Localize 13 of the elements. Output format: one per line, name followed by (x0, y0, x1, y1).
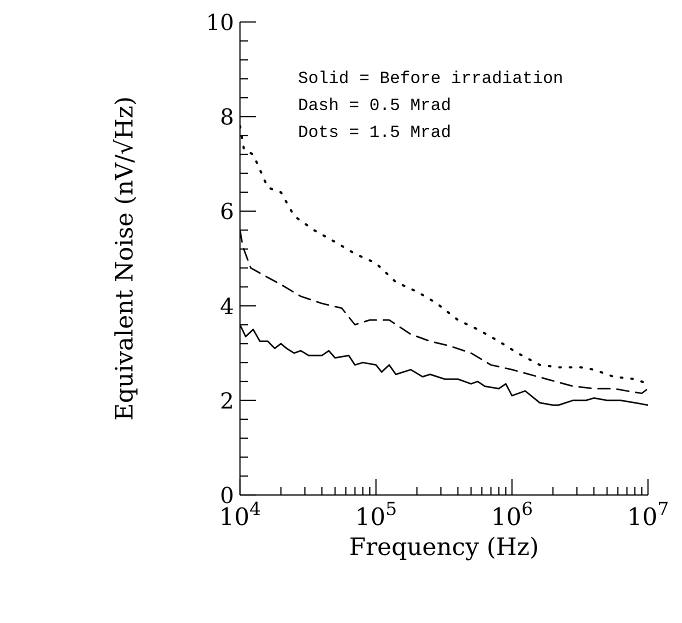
x-axis-title: Frequency (Hz) (349, 533, 539, 561)
x-tick-label: 10$^{6}$ (491, 498, 533, 531)
y-tick-label: 2 (220, 389, 234, 414)
y-axis-title: Equivalent Noise (nV/√Hz) (110, 96, 139, 421)
y-tick-label: 4 (220, 294, 234, 320)
y-tick-label: 8 (220, 106, 234, 131)
x-tick-label: 10$^{5}$ (355, 498, 397, 531)
y-tick-label: 6 (220, 200, 234, 226)
annotation: Dots = 1.5 Mrad (298, 123, 452, 145)
x-tick-label: 10$^{7}$ (627, 498, 669, 531)
y-tick-label: 10 (206, 11, 234, 36)
annotation: Dash = 0.5 Mrad (298, 96, 452, 118)
annotation: Solid = Before irradiation (298, 69, 564, 91)
